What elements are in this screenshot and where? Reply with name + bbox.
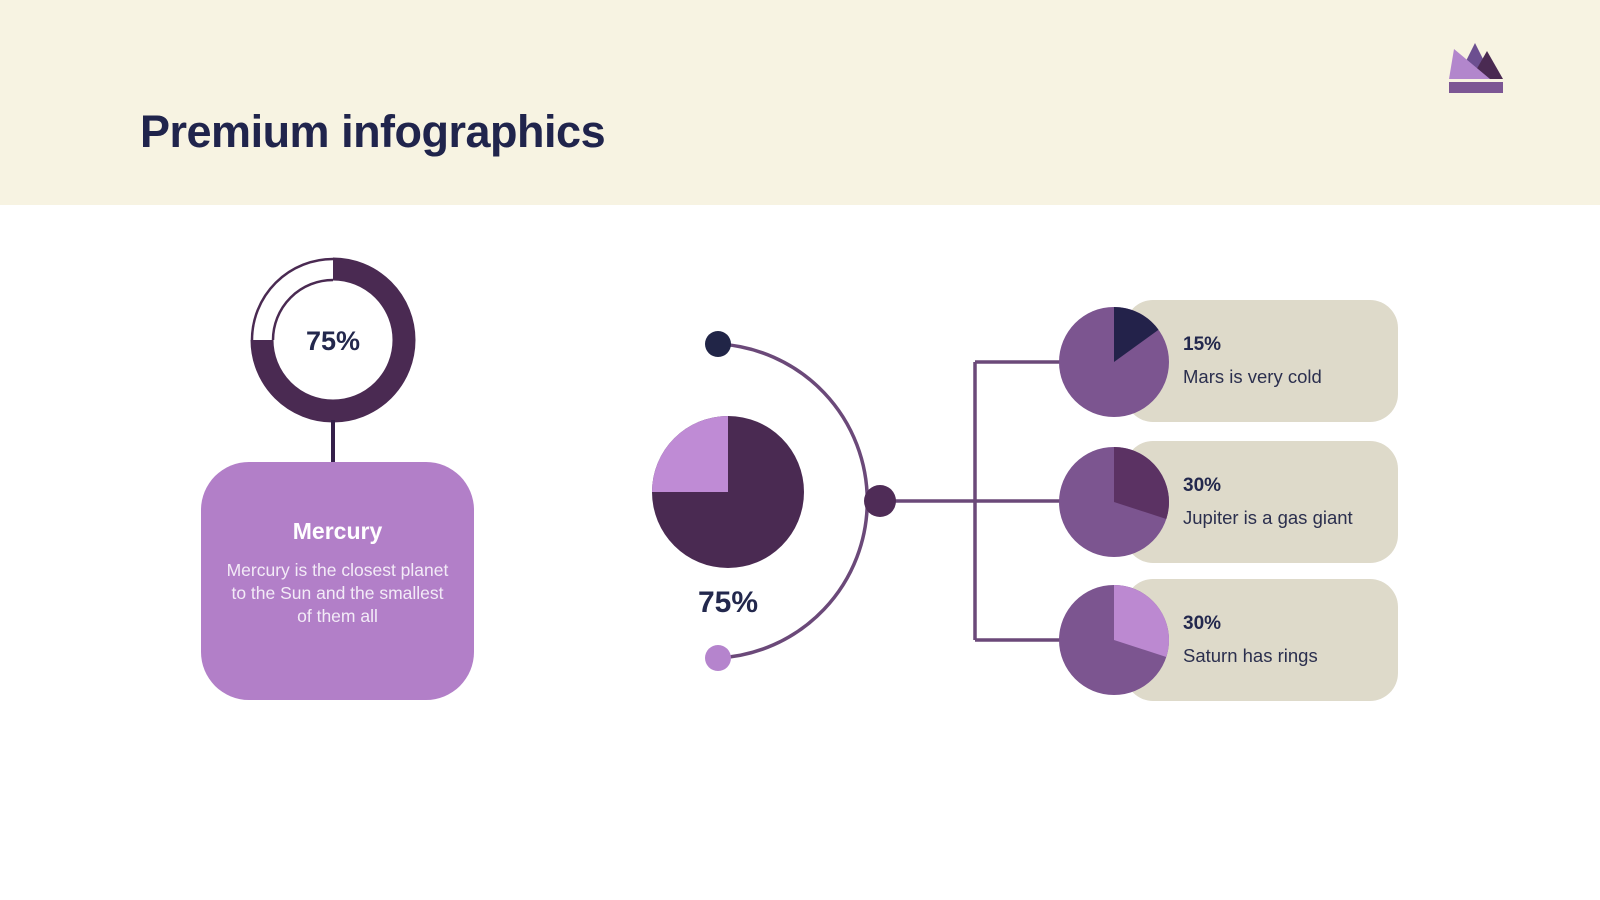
- mercury-donut-chart: 75%: [250, 257, 416, 423]
- connector-arc: [717, 342, 870, 660]
- saturn-percent-label: 30%: [1183, 613, 1222, 634]
- mars-description: Mars is very cold: [1183, 366, 1322, 387]
- central-pie-light-slice: [652, 416, 728, 492]
- connector-dot-middle: [864, 485, 896, 517]
- mercury-card: Mercury Mercury is the closest planet to…: [201, 462, 474, 700]
- saturn-pie-chart: [1059, 585, 1169, 695]
- connector-dot-top: [705, 331, 731, 357]
- planet-card-jupiter: 30% Jupiter is a gas giant: [1125, 441, 1398, 563]
- donut-outer-outline-arc: [250, 257, 334, 341]
- central-pie-percent-label: 75%: [697, 586, 759, 619]
- mercury-card-description: Mercury is the closest planet to the Sun…: [226, 560, 449, 626]
- donut-inner-outline-arc: [271, 278, 334, 341]
- jupiter-percent-label: 30%: [1183, 475, 1222, 496]
- mercury-card-title: Mercury: [292, 518, 383, 544]
- crown-left-peak: [1449, 49, 1490, 79]
- donut-card-connector-line: [331, 420, 335, 464]
- saturn-description: Saturn has rings: [1183, 645, 1318, 666]
- planet-card-saturn: 30% Saturn has rings: [1125, 579, 1398, 701]
- mars-percent-label: 15%: [1183, 334, 1222, 355]
- jupiter-description: Jupiter is a gas giant: [1183, 507, 1353, 528]
- central-pie-chart: [652, 416, 804, 568]
- header-band: [0, 0, 1600, 205]
- crown-band: [1449, 82, 1503, 93]
- jupiter-pie-slice: [1114, 447, 1169, 519]
- mars-pie-slice: [1114, 307, 1159, 362]
- donut-percent-label: 75%: [306, 326, 360, 356]
- donut-filled-arc: [250, 257, 416, 423]
- jupiter-pie-chart: [1059, 447, 1169, 557]
- page-title: Premium infographics: [140, 106, 606, 157]
- connector-dot-bottom: [705, 645, 731, 671]
- connector-diagram: [705, 331, 1114, 671]
- saturn-pie-slice: [1114, 585, 1169, 657]
- planet-card-mars: 15% Mars is very cold: [1125, 300, 1398, 422]
- mars-pie-chart: [1059, 307, 1169, 417]
- crown-icon: [1449, 43, 1503, 93]
